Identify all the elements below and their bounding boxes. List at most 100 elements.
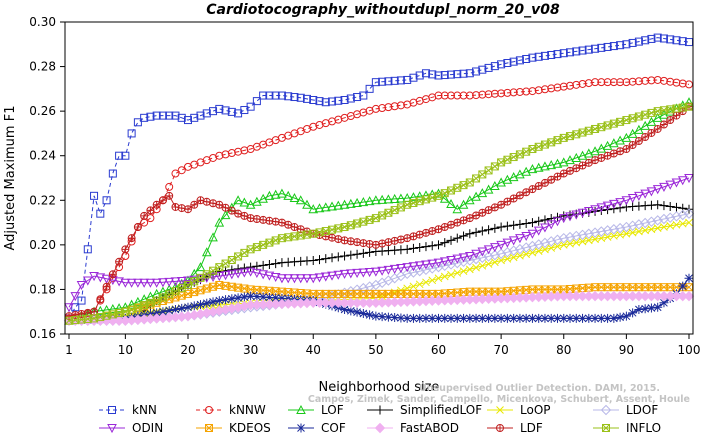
point-loop-97 <box>666 222 675 230</box>
point-lof-40 <box>308 204 319 214</box>
point-knn-4 <box>83 245 92 254</box>
point-loop-82 <box>572 238 581 247</box>
y-tick-label-0.20: 0.20 <box>29 238 56 252</box>
point-inflo-92 <box>634 112 643 121</box>
point-odin-53 <box>389 264 400 274</box>
point-simplifiedlof-67 <box>477 226 487 236</box>
point-odin-32 <box>258 270 268 280</box>
point-ldf-68 <box>484 206 493 215</box>
point-knnw-51 <box>378 104 387 113</box>
point-loop-62 <box>447 270 455 279</box>
point-loop-57 <box>415 280 424 289</box>
point-odin-79 <box>552 217 563 227</box>
point-odin-63 <box>452 254 463 264</box>
point-loop-94 <box>647 225 656 234</box>
point-lof-28 <box>233 195 243 205</box>
point-knn-40 <box>309 96 318 104</box>
x-tick-label-30: 30 <box>243 343 258 357</box>
point-cof-72 <box>509 313 519 323</box>
point-simplifiedlof-34 <box>271 259 281 269</box>
point-ldf-73 <box>515 191 524 200</box>
point-simplifiedlof-75 <box>527 218 537 228</box>
y-tick-label-0.28: 0.28 <box>29 60 56 74</box>
point-lof-76 <box>533 162 544 172</box>
point-lof-95 <box>652 112 663 122</box>
point-knn-80 <box>559 49 568 58</box>
point-knnw-69 <box>490 89 499 98</box>
point-loop-68 <box>484 260 493 268</box>
point-knn-34 <box>271 91 280 100</box>
point-ldf-15 <box>152 200 161 209</box>
point-cof-87 <box>603 313 613 323</box>
y-tick-label-0.16: 0.16 <box>29 327 56 341</box>
point-ldof-74 <box>520 242 532 253</box>
point-knn-81 <box>566 48 575 57</box>
point-knn-76 <box>534 52 543 61</box>
point-knn-72 <box>509 57 518 66</box>
point-cof-90 <box>621 311 631 321</box>
point-knnw-82 <box>572 80 581 89</box>
point-knnw-98 <box>672 78 681 87</box>
legend-label-simplifiedlof: SimplifiedLOF <box>400 403 482 417</box>
point-knn-8 <box>108 169 117 178</box>
point-loop-88 <box>609 232 618 240</box>
point-lof-85 <box>590 146 600 156</box>
point-lof-12 <box>133 296 143 306</box>
point-cof-46 <box>346 306 356 316</box>
point-kdeos-100 <box>685 283 693 292</box>
point-ldf-32 <box>259 215 268 224</box>
point-knnw-71 <box>503 88 512 97</box>
point-lof-29 <box>239 197 250 207</box>
point-simplifiedlof-77 <box>540 215 550 225</box>
point-simplifiedlof-79 <box>552 212 562 222</box>
point-simplifiedlof-99 <box>678 203 688 213</box>
plot-frame <box>64 21 694 335</box>
point-knnw-83 <box>578 79 587 88</box>
point-ldof-72 <box>508 245 519 256</box>
point-loop-64 <box>459 267 468 276</box>
point-loop-85 <box>591 235 599 244</box>
point-ldof-86 <box>596 226 607 237</box>
point-cof-83 <box>578 313 588 323</box>
legend-item-inflo: INFLO <box>593 421 661 434</box>
legend-marker-ldf <box>496 424 504 432</box>
x-tick-label-100: 100 <box>678 343 701 357</box>
point-ldf-12 <box>133 223 142 232</box>
series-knn <box>65 33 693 323</box>
x-tick-label-50: 50 <box>368 343 383 357</box>
point-knnw-67 <box>478 90 487 99</box>
point-ldf-92 <box>634 137 643 146</box>
point-knnw-70 <box>497 89 506 98</box>
point-cof-33 <box>264 292 274 302</box>
point-knn-95 <box>653 33 662 42</box>
point-knnw-66 <box>472 91 481 100</box>
legend-marker-cof <box>296 423 306 433</box>
legend-label-ldf: LDF <box>520 421 543 434</box>
point-lof-75 <box>527 164 538 174</box>
point-odin-17 <box>164 277 175 287</box>
point-ldof-89 <box>614 222 626 234</box>
point-ldf-95 <box>653 124 662 133</box>
point-lof-53 <box>389 193 400 203</box>
point-ldf-94 <box>647 128 656 137</box>
point-odin-68 <box>483 245 494 255</box>
point-odin-11 <box>126 278 137 288</box>
point-odin-25 <box>214 272 225 282</box>
point-knn-15 <box>152 111 161 120</box>
point-cof-49 <box>365 310 375 320</box>
plot-area <box>63 33 695 326</box>
point-odin-24 <box>208 272 218 283</box>
point-knnw-92 <box>634 77 643 86</box>
point-odin-72 <box>508 236 519 246</box>
point-ldof-77 <box>539 237 551 249</box>
point-knnw-52 <box>384 103 393 112</box>
legend-label-loop: LoOP <box>520 403 551 417</box>
x-tick-label-40: 40 <box>306 343 321 357</box>
point-lof-63 <box>452 204 463 214</box>
point-ldf-52 <box>384 238 393 247</box>
point-odin-5 <box>89 272 99 282</box>
point-knnw-60 <box>434 91 443 100</box>
point-lof-35 <box>277 188 287 198</box>
point-cof-71 <box>502 313 512 323</box>
point-cof-91 <box>628 308 638 318</box>
